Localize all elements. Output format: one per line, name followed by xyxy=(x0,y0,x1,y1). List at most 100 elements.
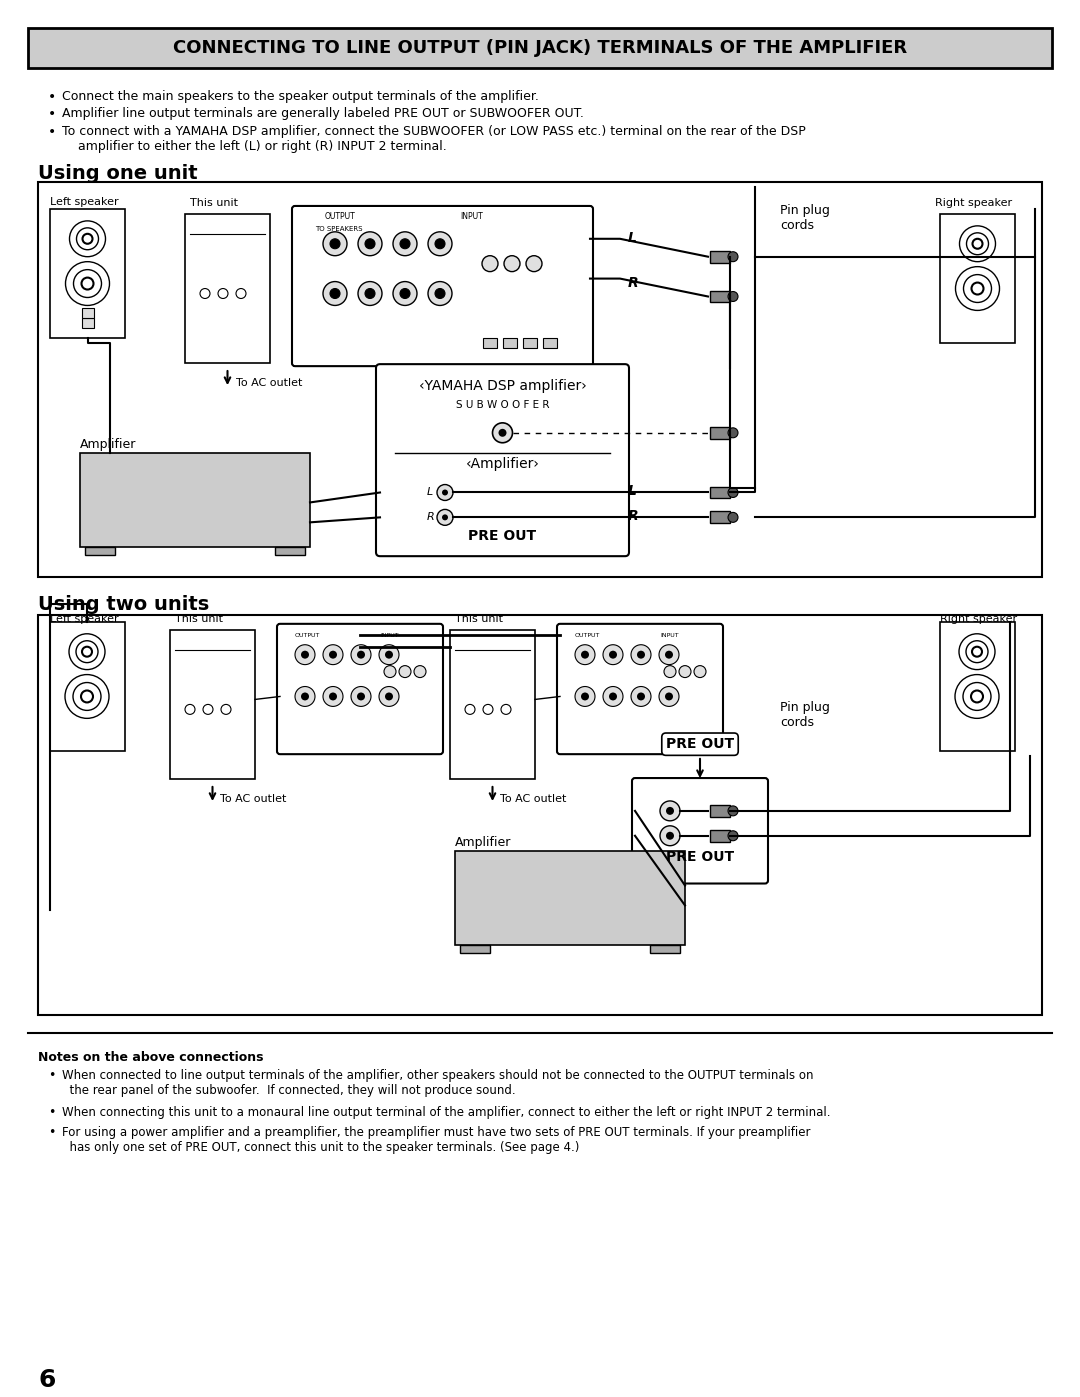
Circle shape xyxy=(728,806,738,816)
Circle shape xyxy=(728,513,738,522)
Circle shape xyxy=(393,232,417,256)
Circle shape xyxy=(504,256,519,271)
Circle shape xyxy=(637,651,645,658)
Circle shape xyxy=(442,489,448,496)
Text: OUTPUT: OUTPUT xyxy=(325,212,355,221)
Bar xyxy=(460,946,490,953)
Circle shape xyxy=(329,693,337,700)
Text: R: R xyxy=(627,275,638,289)
Circle shape xyxy=(660,826,680,845)
Circle shape xyxy=(659,686,679,707)
Circle shape xyxy=(365,239,375,249)
Circle shape xyxy=(295,686,315,707)
Text: R: R xyxy=(627,510,638,524)
Bar xyxy=(50,622,125,752)
Circle shape xyxy=(575,645,595,665)
Text: To AC outlet: To AC outlet xyxy=(500,793,567,803)
Text: When connecting this unit to a monaural line output terminal of the amplifier, c: When connecting this unit to a monaural … xyxy=(62,1106,831,1119)
Circle shape xyxy=(400,289,410,299)
Text: •: • xyxy=(48,89,56,103)
Bar xyxy=(650,946,680,953)
FancyBboxPatch shape xyxy=(292,205,593,366)
Bar xyxy=(28,28,1052,67)
Bar xyxy=(940,214,1015,344)
Text: This unit: This unit xyxy=(455,613,503,624)
Bar xyxy=(450,630,535,780)
Circle shape xyxy=(357,282,382,306)
Circle shape xyxy=(637,693,645,700)
Circle shape xyxy=(660,800,680,821)
Circle shape xyxy=(603,645,623,665)
Bar xyxy=(710,830,730,842)
Bar xyxy=(503,338,517,348)
Circle shape xyxy=(492,423,513,443)
Circle shape xyxy=(435,289,445,299)
Circle shape xyxy=(357,232,382,256)
Text: •: • xyxy=(48,1106,55,1119)
Circle shape xyxy=(399,665,411,678)
Circle shape xyxy=(428,232,453,256)
Text: ‹YAMAHA DSP amplifier›: ‹YAMAHA DSP amplifier› xyxy=(419,379,586,393)
Bar xyxy=(185,214,270,363)
Text: To AC outlet: To AC outlet xyxy=(220,793,287,803)
Circle shape xyxy=(379,645,399,665)
Text: •: • xyxy=(48,1126,55,1140)
Text: This unit: This unit xyxy=(175,613,222,624)
Text: Pin plug
cords: Pin plug cords xyxy=(780,701,829,729)
Circle shape xyxy=(301,651,309,658)
Circle shape xyxy=(728,831,738,841)
Circle shape xyxy=(631,686,651,707)
Text: This unit: This unit xyxy=(190,198,238,208)
Text: TO SPEAKERS: TO SPEAKERS xyxy=(315,226,363,232)
Text: S U B W O O F E R: S U B W O O F E R xyxy=(456,400,550,409)
Circle shape xyxy=(437,485,453,500)
Bar xyxy=(483,338,497,348)
Circle shape xyxy=(357,651,365,658)
Circle shape xyxy=(435,239,445,249)
Circle shape xyxy=(330,239,340,249)
Circle shape xyxy=(499,429,507,437)
Circle shape xyxy=(323,282,347,306)
Text: OUTPUT: OUTPUT xyxy=(575,633,600,638)
Bar xyxy=(710,427,730,439)
Circle shape xyxy=(414,665,426,678)
Text: PRE OUT: PRE OUT xyxy=(666,738,734,775)
Text: PRE OUT: PRE OUT xyxy=(469,529,537,543)
Circle shape xyxy=(384,665,396,678)
Text: L: L xyxy=(627,485,637,499)
Circle shape xyxy=(666,807,674,814)
Circle shape xyxy=(482,256,498,271)
Text: Amplifier: Amplifier xyxy=(80,437,136,451)
Text: L: L xyxy=(627,231,637,244)
Bar xyxy=(710,291,730,303)
Text: When connected to line output terminals of the amplifier, other speakers should : When connected to line output terminals … xyxy=(62,1069,813,1097)
Circle shape xyxy=(526,256,542,271)
Circle shape xyxy=(603,686,623,707)
Text: CONNECTING TO LINE OUTPUT (PIN JACK) TERMINALS OF THE AMPLIFIER: CONNECTING TO LINE OUTPUT (PIN JACK) TER… xyxy=(173,39,907,57)
Circle shape xyxy=(609,693,617,700)
Bar xyxy=(38,182,1042,577)
Circle shape xyxy=(666,831,674,840)
Text: Using two units: Using two units xyxy=(38,595,210,613)
Bar xyxy=(81,309,94,319)
Text: •: • xyxy=(48,126,56,140)
Circle shape xyxy=(694,665,706,678)
Circle shape xyxy=(728,427,738,437)
Bar xyxy=(710,511,730,524)
Circle shape xyxy=(665,693,673,700)
Circle shape xyxy=(351,686,372,707)
Circle shape xyxy=(384,693,393,700)
Text: Right speaker: Right speaker xyxy=(940,613,1017,624)
Circle shape xyxy=(393,282,417,306)
Text: Connect the main speakers to the speaker output terminals of the amplifier.: Connect the main speakers to the speaker… xyxy=(62,89,539,102)
Bar xyxy=(85,548,114,555)
Text: •: • xyxy=(48,108,56,122)
FancyBboxPatch shape xyxy=(632,778,768,883)
Circle shape xyxy=(631,645,651,665)
Text: ‹Amplifier›: ‹Amplifier› xyxy=(465,457,539,471)
FancyBboxPatch shape xyxy=(557,624,723,754)
Circle shape xyxy=(728,251,738,261)
Text: To AC outlet: To AC outlet xyxy=(235,379,302,388)
Circle shape xyxy=(679,665,691,678)
Text: Left speaker: Left speaker xyxy=(50,613,119,624)
